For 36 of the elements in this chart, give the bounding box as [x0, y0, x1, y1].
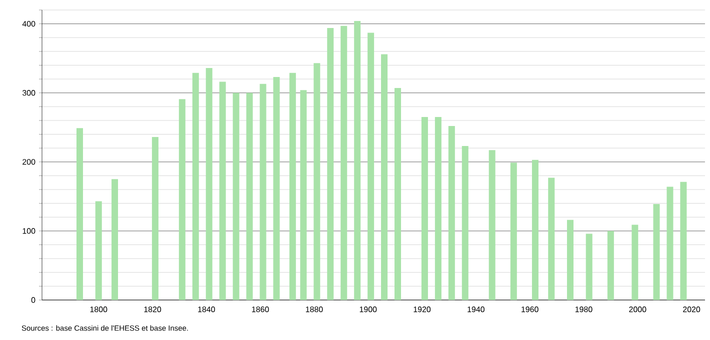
bar	[76, 128, 83, 300]
bar	[260, 84, 266, 300]
bar	[680, 182, 687, 300]
bar	[192, 72, 199, 300]
bar	[340, 26, 348, 300]
bar	[510, 162, 517, 300]
bar	[632, 224, 638, 300]
bar	[666, 186, 674, 300]
bar	[567, 220, 574, 300]
bar	[327, 28, 334, 300]
bar	[246, 92, 253, 300]
bar	[112, 179, 118, 300]
bar	[394, 88, 402, 300]
bar	[607, 230, 614, 300]
bar	[548, 178, 555, 300]
bar	[653, 204, 660, 300]
bar	[421, 117, 428, 300]
bar	[206, 68, 212, 300]
bar	[532, 160, 538, 300]
bar	[462, 146, 468, 300]
bar	[354, 21, 361, 300]
bar	[381, 54, 388, 300]
bar	[289, 72, 296, 300]
bar	[300, 90, 307, 300]
bar	[314, 63, 320, 300]
bar	[368, 32, 374, 300]
bar	[434, 117, 442, 300]
bar	[219, 82, 226, 300]
bar	[152, 137, 158, 300]
bar	[178, 99, 186, 300]
bar	[95, 201, 102, 300]
bar	[488, 150, 496, 300]
bar	[273, 76, 280, 300]
bar	[232, 92, 240, 300]
bar	[448, 126, 455, 300]
bar	[586, 234, 592, 300]
